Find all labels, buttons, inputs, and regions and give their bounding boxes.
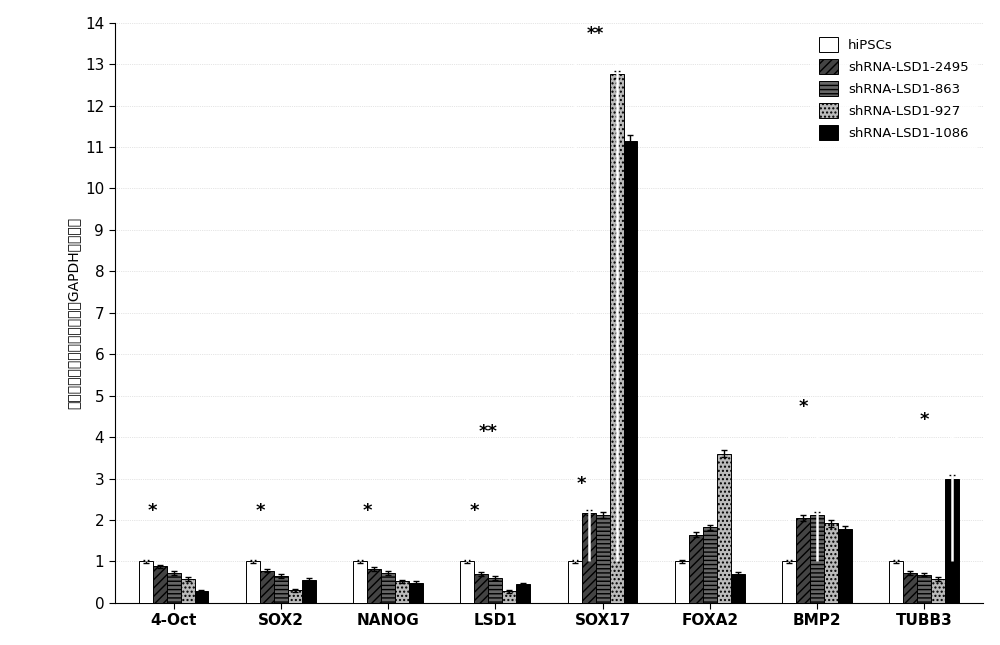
Bar — [367, 569, 381, 603]
Bar — [838, 529, 852, 603]
Bar — [139, 561, 153, 603]
Y-axis label: 各基因的相对表达量（与内参GAPDH相比较）: 各基因的相对表达量（与内参GAPDH相比较） — [67, 217, 81, 409]
Text: **: ** — [587, 25, 604, 43]
Bar — [395, 581, 409, 603]
Bar — [181, 579, 195, 603]
Text: *: * — [148, 502, 157, 520]
Bar — [460, 561, 474, 603]
Bar — [731, 574, 745, 603]
Text: *: * — [920, 411, 929, 429]
Bar — [167, 573, 181, 603]
Bar — [502, 591, 516, 603]
Bar — [610, 74, 624, 603]
Bar — [381, 573, 395, 603]
Bar — [302, 580, 316, 603]
Bar — [488, 578, 502, 603]
Bar — [582, 513, 596, 603]
Bar — [810, 515, 824, 603]
Bar — [516, 584, 530, 603]
Bar — [474, 574, 488, 603]
Bar — [195, 591, 208, 603]
Bar — [596, 515, 610, 603]
Bar — [917, 575, 931, 603]
Bar — [246, 561, 260, 603]
Bar — [796, 518, 810, 603]
Bar — [945, 479, 959, 603]
Bar — [409, 583, 423, 603]
Bar — [689, 535, 703, 603]
Bar — [675, 561, 689, 603]
Bar — [260, 571, 274, 603]
Text: *: * — [255, 502, 265, 520]
Bar — [717, 453, 731, 603]
Text: *: * — [362, 502, 372, 520]
Bar — [568, 561, 582, 603]
Legend: hiPSCs, shRNA-LSD1-2495, shRNA-LSD1-863, shRNA-LSD1-927, shRNA-LSD1-1086: hiPSCs, shRNA-LSD1-2495, shRNA-LSD1-863,… — [811, 29, 977, 148]
Bar — [274, 576, 288, 603]
Bar — [903, 573, 917, 603]
Bar — [288, 590, 302, 603]
Bar — [624, 141, 637, 603]
Text: *: * — [577, 475, 586, 493]
Bar — [353, 561, 367, 603]
Bar — [931, 579, 945, 603]
Text: *: * — [470, 502, 479, 520]
Bar — [889, 561, 903, 603]
Bar — [703, 528, 717, 603]
Bar — [824, 523, 838, 603]
Text: *: * — [798, 399, 808, 417]
Bar — [782, 561, 796, 603]
Bar — [153, 566, 167, 603]
Text: **: ** — [479, 423, 498, 441]
